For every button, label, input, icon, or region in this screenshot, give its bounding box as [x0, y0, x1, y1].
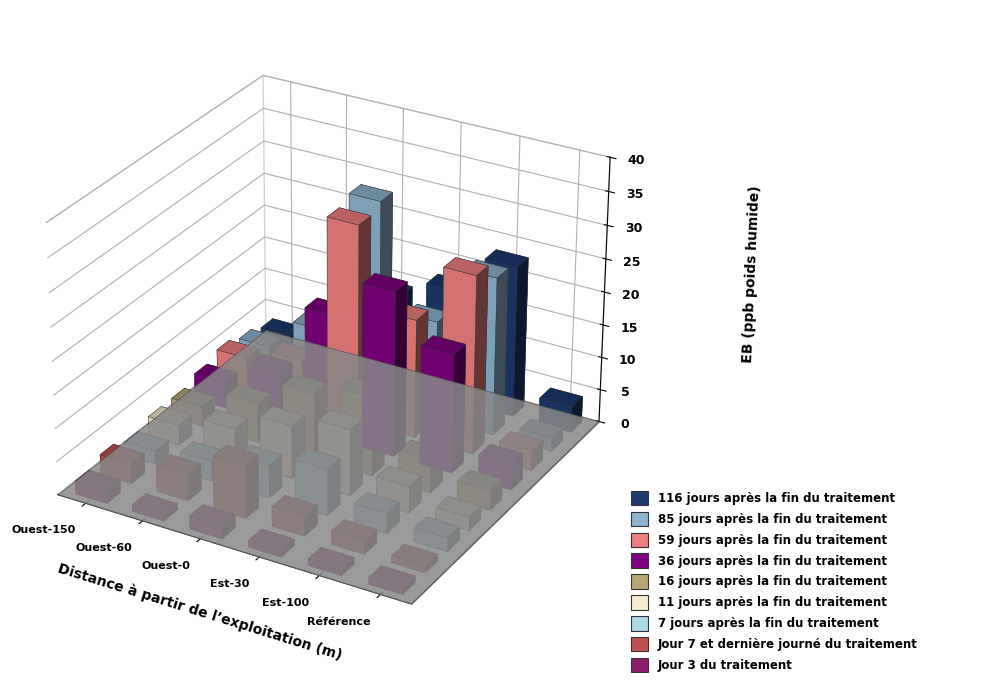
X-axis label: Distance à partir de l’exploitation (m): Distance à partir de l’exploitation (m): [56, 561, 344, 663]
Legend: 116 jours après la fin du traitement, 85 jours après la fin du traitement, 59 jo: 116 jours après la fin du traitement, 85…: [626, 486, 922, 677]
